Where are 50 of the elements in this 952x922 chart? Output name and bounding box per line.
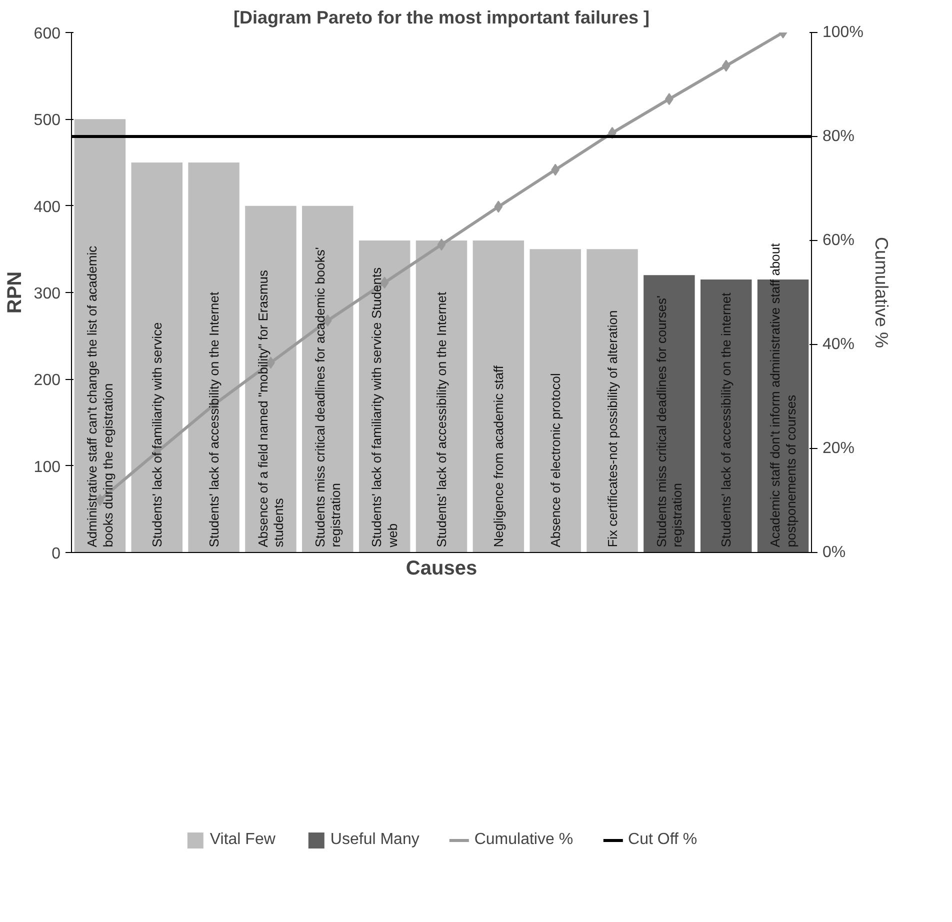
legend-label: Vital Few — [210, 831, 276, 849]
bar — [416, 240, 468, 552]
x-tick-label: Students' lack of familiarity with service — [149, 322, 164, 548]
x-axis-title: Causes — [406, 558, 478, 580]
point — [494, 200, 503, 213]
point — [722, 60, 730, 72]
x-tick-label: Students' lack of accessibility on the internet — [718, 292, 734, 548]
legend-label: Cumulative % — [474, 831, 574, 849]
y-tick-label: 600 — [34, 26, 61, 42]
y2-axis-title: Cumulative % — [871, 236, 892, 348]
y-tick-label: 0 — [52, 546, 61, 562]
y-axis-title: RPN — [4, 271, 26, 314]
y-tick-label: 400 — [34, 198, 61, 216]
bar — [302, 206, 354, 552]
bar — [586, 249, 638, 552]
x-tick-label: Absence of a field named "mobility" for Erasmus students — [255, 270, 286, 548]
legend-label: Cut Off % — [628, 831, 698, 849]
x-tick-label: Students' lack of familiarity with service Students web — [369, 266, 400, 548]
bar — [644, 275, 695, 552]
chart-title: [Diagram Pareto for the most important failures ] — [233, 8, 650, 28]
x-tick-label: Administrative staff can't change the list of academic books during the registration — [84, 245, 116, 548]
y2-tick-label: 80% — [822, 128, 855, 145]
x-tick-label: Students' lack of accessibility on the Internet — [434, 292, 449, 548]
x-tick-label: Negligence from academic staff — [490, 365, 506, 548]
bar — [358, 240, 410, 552]
y-tick-label: 500 — [34, 112, 61, 130]
y-tick-label: 300 — [34, 286, 61, 302]
bar — [188, 162, 240, 552]
x-tick-label: Students' lack of accessibility on the Internet — [206, 292, 222, 548]
bar — [700, 280, 752, 552]
legend-label: Useful Many — [330, 831, 420, 849]
y2-tick-label: 60% — [822, 232, 855, 249]
x-tick-label: Students miss critical deadlines for academic books' registration — [312, 247, 344, 548]
y-tick-label: 100 — [34, 458, 61, 476]
bar — [74, 119, 126, 552]
x-tick-label: Fix certificates-not possibility of alteration — [604, 310, 620, 548]
point — [437, 238, 446, 251]
y2-tick-label: 100% — [822, 24, 864, 41]
bar — [245, 206, 296, 552]
x-tick-label: Students miss critical deadlines for courses' registration — [654, 296, 685, 548]
bar — [131, 162, 182, 552]
x-tick-label: Absence of electronic protocol — [548, 373, 563, 548]
y-tick-label: 200 — [34, 372, 61, 390]
bar — [472, 240, 524, 552]
y2-tick-label: 0% — [822, 544, 846, 561]
bar — [530, 249, 581, 552]
point — [551, 164, 560, 176]
x-tick-label: Academic staff don't inform administrative staff about postponements of courses — [768, 242, 798, 548]
y2-tick-label: 40% — [822, 336, 855, 353]
y2-tick-label: 20% — [822, 440, 855, 457]
